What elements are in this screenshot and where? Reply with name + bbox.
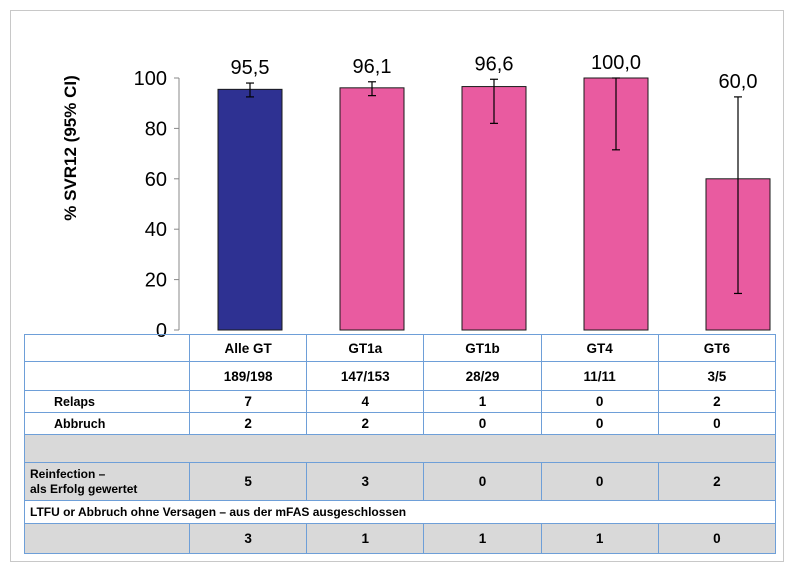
bar-value-label: 95,5 xyxy=(231,57,270,79)
y-axis: 0 20 40 60 80 100 xyxy=(134,68,180,342)
table-cell-count: 28/29 xyxy=(423,361,542,391)
table-cell-value: 2 xyxy=(657,462,777,501)
y-axis-label: % SVR12 (95% CI) xyxy=(61,75,80,221)
data-table: Alle GT GT1a GT1b GT4 GT6 189/198 147/15… xyxy=(24,334,777,554)
table-cell-value: 1 xyxy=(540,523,659,554)
table-row-reinfection: Reinfection – als Erfolg gewertet 5 3 0 … xyxy=(24,462,777,501)
table-cell-category: GT1b xyxy=(423,334,542,362)
table-cell-value: 0 xyxy=(540,390,659,413)
y-tick-label: 40 xyxy=(145,219,167,241)
table-cell-category: GT1a xyxy=(306,334,425,362)
y-tick-label: 100 xyxy=(134,68,167,90)
table-row-counts: 189/198 147/153 28/29 11/11 3/5 xyxy=(24,361,777,391)
table-cell-empty xyxy=(24,523,190,554)
reinfection-label-line-1: Reinfection – xyxy=(30,466,106,481)
y-tick-label: 20 xyxy=(145,270,167,292)
table-row-categories: Alle GT GT1a GT1b GT4 GT6 xyxy=(24,334,777,362)
figure-frame xyxy=(10,10,784,562)
bars: 95,5 96,1 96,6 100,0 60,0 xyxy=(217,52,771,331)
table-cell-value: 0 xyxy=(423,412,542,435)
bar-chart: 0 20 40 60 80 100 % SVR12 (95% CI) 95,5 96,1 96… xyxy=(61,52,771,342)
table-row-ltfu: 3 1 1 1 0 xyxy=(24,523,777,554)
table-row-spacer xyxy=(24,434,776,463)
table-cell-empty xyxy=(24,334,190,362)
bar xyxy=(339,87,405,331)
table-row-relaps: Relaps 7 4 1 0 2 xyxy=(24,390,777,413)
table-cell-count: 11/11 xyxy=(540,361,659,391)
table-row-label: Relaps xyxy=(24,390,190,413)
table-row-ltfu-label: LTFU or Abbruch ohne Versagen – aus der … xyxy=(24,500,776,524)
y-tick-label: 0 xyxy=(156,320,167,342)
table-cell-value: 2 xyxy=(657,390,777,413)
table-cell-value: 0 xyxy=(657,412,777,435)
table-cell-value: 5 xyxy=(188,462,308,501)
table-cell-value: 0 xyxy=(423,462,542,501)
bar-value-label: 60,0 xyxy=(719,71,758,93)
table-cell-category: Alle GT xyxy=(188,334,308,362)
table-cell-value: 4 xyxy=(306,390,425,413)
table-cell-value: 3 xyxy=(188,523,308,554)
reinfection-label-line-2: als Erfolg gewertet xyxy=(30,481,138,496)
table-cell-value: 2 xyxy=(306,412,425,435)
bar-value-label: 96,6 xyxy=(475,53,514,75)
table-row-label: Reinfection – als Erfolg gewertet xyxy=(24,462,190,501)
table-cell-spacer xyxy=(24,434,776,463)
table-cell-empty xyxy=(24,361,190,391)
y-tick-label: 80 xyxy=(145,118,167,140)
table-row-label: Abbruch xyxy=(24,412,190,435)
bar-value-label: 96,1 xyxy=(353,56,392,78)
bar xyxy=(461,86,527,331)
table-cell-count: 189/198 xyxy=(188,361,308,391)
table-cell-ltfu-label: LTFU or Abbruch ohne Versagen – aus der … xyxy=(24,500,776,524)
table-cell-count: 3/5 xyxy=(657,361,777,391)
bar-value-label: 100,0 xyxy=(591,52,641,74)
bar xyxy=(217,88,283,331)
table-cell-value: 3 xyxy=(306,462,425,501)
y-tick-label: 60 xyxy=(145,169,167,191)
table-cell-category: GT4 xyxy=(540,334,659,362)
table-cell-value: 0 xyxy=(657,523,777,554)
table-cell-value: 7 xyxy=(188,390,308,413)
table-cell-value: 2 xyxy=(188,412,308,435)
table-cell-value: 0 xyxy=(540,412,659,435)
table-cell-value: 1 xyxy=(423,523,542,554)
table-cell-value: 1 xyxy=(306,523,425,554)
table-row-abbruch: Abbruch 2 2 0 0 0 xyxy=(24,412,777,435)
table-cell-count: 147/153 xyxy=(306,361,425,391)
table-cell-value: 1 xyxy=(423,390,542,413)
table-cell-value: 0 xyxy=(540,462,659,501)
table-cell-category: GT6 xyxy=(657,334,777,362)
